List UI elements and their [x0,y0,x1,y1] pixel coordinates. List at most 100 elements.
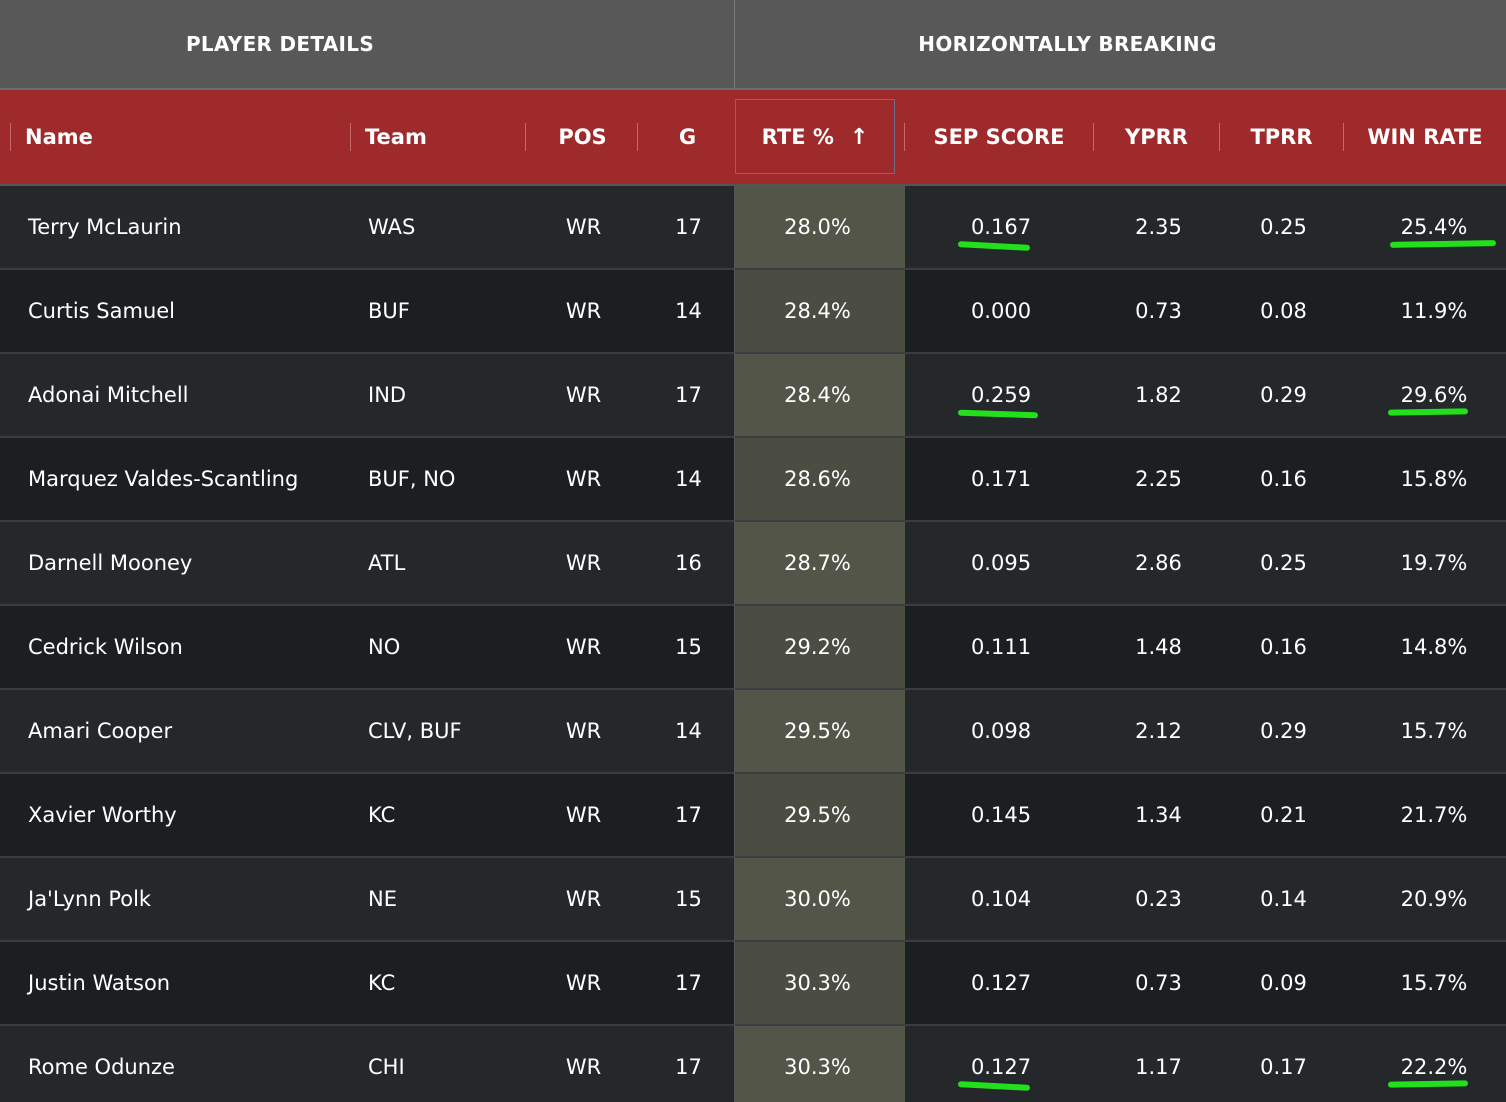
team-cell: NE [368,887,397,911]
yprr-cell: 0.73 [1135,971,1182,995]
column-header-name[interactable]: Name [25,125,93,149]
yprr-cell: 2.25 [1135,467,1182,491]
group-header-player-details: PLAYER DETAILS [185,32,375,56]
group-header-horizontally-breaking: HORIZONTALLY BREAKING [918,32,1217,56]
games-cell: 14 [675,719,702,743]
tprr-cell: 0.09 [1260,971,1307,995]
yprr-cell: 1.82 [1135,383,1182,407]
tprr-cell: 0.14 [1260,887,1307,911]
table-row[interactable]: Amari Cooper CLV, BUF WR 14 29.5% 0.098 … [0,690,1506,774]
player-name-cell[interactable]: Ja'Lynn Polk [28,887,152,911]
team-cell: BUF [368,299,410,323]
rte-highlight-cell-bg [735,354,905,436]
sorted-column-outline [735,99,895,174]
yprr-cell: 2.12 [1135,719,1182,743]
column-header-rte-label: RTE % [761,125,834,149]
rte-highlight-cell-bg [735,690,905,772]
column-separator [1093,123,1094,151]
team-cell: IND [368,383,407,407]
player-name-cell[interactable]: Marquez Valdes-Scantling [28,467,299,491]
rte-cell: 29.5% [784,719,851,743]
win-rate-cell: 15.7% [1400,971,1468,995]
win-rate-cell: 19.7% [1400,551,1468,575]
player-name-cell[interactable]: Adonai Mitchell [28,383,189,407]
table-row[interactable]: Rome Odunze CHI WR 17 30.3% 0.127 1.17 0… [0,1026,1506,1102]
table-row[interactable]: Darnell Mooney ATL WR 16 28.7% 0.095 2.8… [0,522,1506,606]
rte-cell: 28.4% [784,299,851,323]
rte-highlight-cell-bg [735,186,905,268]
games-cell: 14 [675,467,702,491]
player-name-cell[interactable]: Darnell Mooney [28,551,193,575]
column-header-sep-score[interactable]: SEP SCORE [933,125,1065,149]
pos-cell: WR [565,887,602,911]
player-name-cell[interactable]: Justin Watson [28,971,171,995]
tprr-cell: 0.21 [1260,803,1307,827]
table-row[interactable]: Terry McLaurin WAS WR 17 28.0% 0.167 2.3… [0,186,1506,270]
player-name-cell[interactable]: Cedrick Wilson [28,635,183,659]
player-name-cell[interactable]: Curtis Samuel [28,299,176,323]
column-header-yprr[interactable]: YPRR [1125,125,1188,149]
team-cell: CHI [368,1055,405,1079]
column-header-rte[interactable]: RTE % ↑ [735,90,895,184]
table-row[interactable]: Ja'Lynn Polk NE WR 15 30.0% 0.104 0.23 0… [0,858,1506,942]
column-separator [350,123,351,151]
rte-divider [734,942,735,1026]
rte-highlight-cell-bg [735,858,905,940]
pos-cell: WR [565,215,602,239]
win-rate-cell: 15.8% [1400,467,1468,491]
games-cell: 17 [675,215,702,239]
table-row[interactable]: Curtis Samuel BUF WR 14 28.4% 0.000 0.73… [0,270,1506,354]
table-body: Terry McLaurin WAS WR 17 28.0% 0.167 2.3… [0,186,1506,1102]
tprr-cell: 0.17 [1260,1055,1307,1079]
table-row[interactable]: Adonai Mitchell IND WR 17 28.4% 0.259 1.… [0,354,1506,438]
table-row[interactable]: Marquez Valdes-Scantling BUF, NO WR 14 2… [0,438,1506,522]
table-row[interactable]: Xavier Worthy KC WR 17 29.5% 0.145 1.34 … [0,774,1506,858]
win-rate-cell: 29.6% [1400,383,1468,407]
sort-ascending-icon[interactable]: ↑ [849,124,869,150]
tprr-cell: 0.16 [1260,635,1307,659]
player-name-cell[interactable]: Terry McLaurin [28,215,182,239]
column-header-pos[interactable]: POS [558,125,607,149]
pos-cell: WR [565,803,602,827]
rte-cell: 28.7% [784,551,851,575]
player-name-cell[interactable]: Amari Cooper [28,719,173,743]
yprr-cell: 1.48 [1135,635,1182,659]
tprr-cell: 0.16 [1260,467,1307,491]
pos-cell: WR [565,383,602,407]
column-header-g[interactable]: G [678,125,697,149]
tprr-cell: 0.08 [1260,299,1307,323]
games-cell: 17 [675,803,702,827]
column-header-team[interactable]: Team [365,125,427,149]
win-rate-cell: 11.9% [1400,299,1468,323]
rte-cell: 28.4% [784,383,851,407]
rte-divider [734,186,735,270]
win-rate-cell: 22.2% [1400,1055,1468,1079]
rte-cell: 28.0% [784,215,851,239]
player-name-cell[interactable]: Xavier Worthy [28,803,177,827]
sep-score-cell: 0.167 [970,215,1032,239]
tprr-cell: 0.25 [1260,551,1307,575]
table-row[interactable]: Justin Watson KC WR 17 30.3% 0.127 0.73 … [0,942,1506,1026]
pos-cell: WR [565,551,602,575]
group-header-row: PLAYER DETAILS HORIZONTALLY BREAKING [0,0,1506,90]
yprr-cell: 0.23 [1135,887,1182,911]
player-name-cell[interactable]: Rome Odunze [28,1055,175,1079]
table-row[interactable]: Cedrick Wilson NO WR 15 29.2% 0.111 1.48… [0,606,1506,690]
group-divider [734,0,735,88]
rte-highlight-cell-bg [735,942,905,1024]
rte-divider [734,1026,735,1102]
team-cell: NO [368,635,401,659]
sep-score-cell: 0.000 [970,299,1032,323]
rte-highlight-cell-bg [735,438,905,520]
column-header-win-rate[interactable]: WIN RATE [1367,125,1483,149]
rte-cell: 28.6% [784,467,851,491]
rte-cell: 30.3% [784,1055,851,1079]
win-rate-cell: 21.7% [1400,803,1468,827]
sep-score-cell: 0.259 [970,383,1032,407]
pos-cell: WR [565,719,602,743]
games-cell: 14 [675,299,702,323]
rte-divider [734,690,735,774]
column-separator [525,123,526,151]
column-header-tprr[interactable]: TPRR [1250,125,1313,149]
